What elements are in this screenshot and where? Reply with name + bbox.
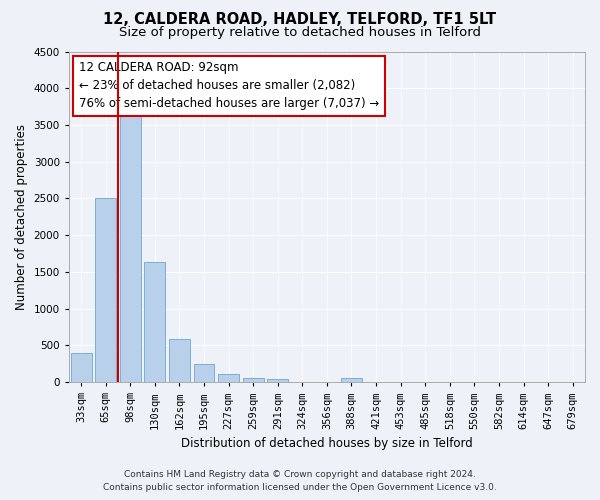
Bar (169, 339, 190, 382)
Bar (71, 354, 92, 382)
Bar (341, 378, 362, 382)
Bar (243, 378, 263, 382)
X-axis label: Distribution of detached houses by size in Telford: Distribution of detached houses by size … (181, 437, 473, 450)
Bar (268, 379, 288, 382)
Y-axis label: Number of detached properties: Number of detached properties (15, 124, 28, 310)
Bar (95, 198, 116, 382)
Text: 12, CALDERA ROAD, HADLEY, TELFORD, TF1 5LT: 12, CALDERA ROAD, HADLEY, TELFORD, TF1 5… (103, 12, 497, 28)
Bar (145, 262, 166, 382)
Text: Contains HM Land Registry data © Crown copyright and database right 2024.
Contai: Contains HM Land Registry data © Crown c… (103, 470, 497, 492)
Bar (120, 106, 141, 382)
Text: 12 CALDERA ROAD: 92sqm
← 23% of detached houses are smaller (2,082)
76% of semi-: 12 CALDERA ROAD: 92sqm ← 23% of detached… (79, 62, 379, 110)
Bar (218, 374, 239, 382)
Bar (194, 364, 214, 382)
Text: Size of property relative to detached houses in Telford: Size of property relative to detached ho… (119, 26, 481, 39)
